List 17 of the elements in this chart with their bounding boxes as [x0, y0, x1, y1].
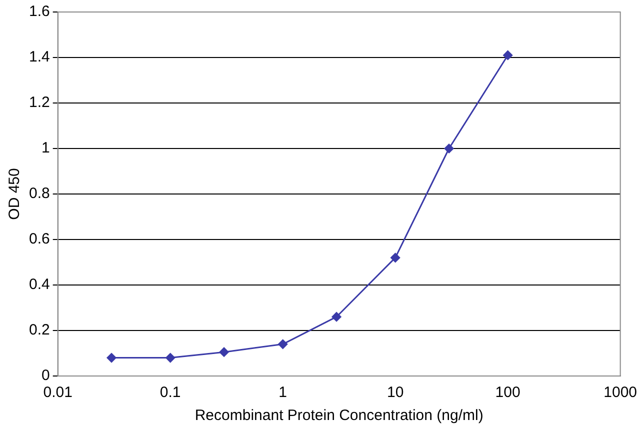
x-tick-label: 1: [278, 384, 288, 402]
y-axis-title: OD 450: [6, 168, 24, 220]
y-tick-label: 1.6: [28, 3, 50, 20]
y-tick-label: 0.8: [28, 185, 50, 202]
x-tick-label: 10: [386, 384, 404, 402]
y-tick-label: 1.4: [28, 48, 50, 66]
x-tick-label: 1000: [604, 384, 638, 402]
y-tick-label: 0.4: [28, 276, 50, 294]
x-axis-title: Recombinant Protein Concentration (ng/ml): [194, 407, 484, 424]
x-tick-label: 100: [495, 384, 520, 402]
y-tick-label: 1: [42, 140, 50, 157]
y-tick-label: 0: [42, 367, 50, 384]
y-tick-label: 1.2: [28, 94, 50, 112]
y-tick-label: 0.6: [28, 230, 50, 248]
y-tick-label: 0.2: [28, 322, 50, 339]
x-tick-label: 0.01: [43, 384, 72, 402]
x-tick-label: 0.1: [160, 384, 181, 402]
